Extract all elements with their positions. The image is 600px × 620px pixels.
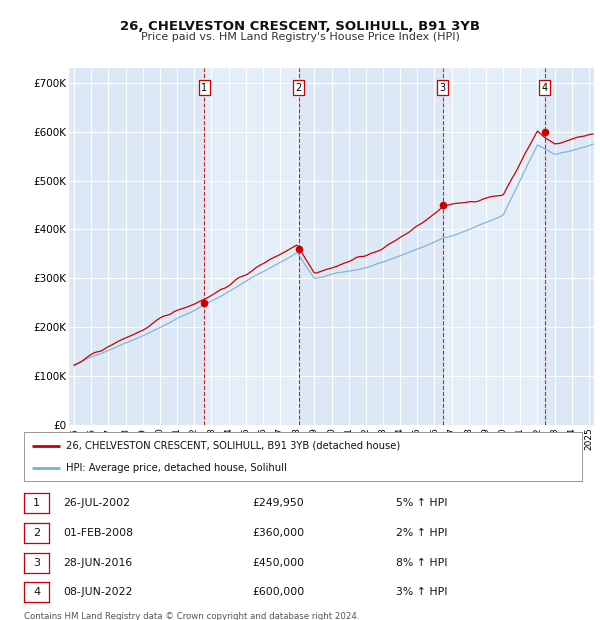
- Text: 28-JUN-2016: 28-JUN-2016: [63, 557, 132, 567]
- Text: 1: 1: [201, 82, 207, 93]
- Text: 01-FEB-2008: 01-FEB-2008: [63, 528, 133, 538]
- Text: 8% ↑ HPI: 8% ↑ HPI: [396, 557, 448, 567]
- Bar: [69, 68, 204, 425]
- Text: 5% ↑ HPI: 5% ↑ HPI: [396, 498, 448, 508]
- Text: 3: 3: [440, 82, 446, 93]
- Bar: [545, 68, 594, 425]
- Text: Contains HM Land Registry data © Crown copyright and database right 2024.
This d: Contains HM Land Registry data © Crown c…: [24, 612, 359, 620]
- Text: £450,000: £450,000: [252, 557, 304, 567]
- Text: 3% ↑ HPI: 3% ↑ HPI: [396, 587, 448, 597]
- Text: 3: 3: [33, 557, 40, 567]
- Text: 26-JUL-2002: 26-JUL-2002: [63, 498, 130, 508]
- Text: Price paid vs. HM Land Registry's House Price Index (HPI): Price paid vs. HM Land Registry's House …: [140, 32, 460, 42]
- Text: 2: 2: [295, 82, 302, 93]
- Text: £360,000: £360,000: [252, 528, 304, 538]
- Text: 4: 4: [33, 587, 40, 597]
- Text: 1: 1: [33, 498, 40, 508]
- Text: 2% ↑ HPI: 2% ↑ HPI: [396, 528, 448, 538]
- Text: 4: 4: [542, 82, 548, 93]
- Text: £249,950: £249,950: [252, 498, 304, 508]
- Text: 26, CHELVESTON CRESCENT, SOLIHULL, B91 3YB (detached house): 26, CHELVESTON CRESCENT, SOLIHULL, B91 3…: [66, 441, 400, 451]
- Bar: [204, 68, 299, 425]
- Text: 26, CHELVESTON CRESCENT, SOLIHULL, B91 3YB: 26, CHELVESTON CRESCENT, SOLIHULL, B91 3…: [120, 20, 480, 33]
- Text: 08-JUN-2022: 08-JUN-2022: [63, 587, 133, 597]
- Text: £600,000: £600,000: [252, 587, 304, 597]
- Bar: [299, 68, 443, 425]
- Text: 2: 2: [33, 528, 40, 538]
- Text: HPI: Average price, detached house, Solihull: HPI: Average price, detached house, Soli…: [66, 463, 287, 474]
- Bar: [443, 68, 545, 425]
